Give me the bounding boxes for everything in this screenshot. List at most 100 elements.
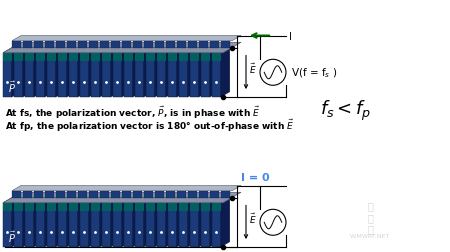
Bar bbox=[212, 203, 221, 211]
Bar bbox=[91, 203, 100, 247]
Bar bbox=[179, 54, 188, 98]
Text: At fs, the polarization vector, $\vec{P}$, is in phase with $\vec{E}$: At fs, the polarization vector, $\vec{P}… bbox=[5, 105, 260, 121]
Polygon shape bbox=[58, 198, 76, 203]
Bar bbox=[122, 191, 131, 198]
Bar bbox=[111, 42, 120, 48]
Polygon shape bbox=[168, 48, 186, 54]
Bar bbox=[69, 203, 78, 247]
Polygon shape bbox=[144, 198, 153, 247]
Polygon shape bbox=[3, 198, 21, 203]
Bar bbox=[14, 54, 23, 61]
Polygon shape bbox=[166, 48, 175, 98]
Bar bbox=[80, 54, 89, 61]
Bar bbox=[146, 203, 155, 211]
Text: 博
强
网: 博 强 网 bbox=[367, 201, 373, 234]
Polygon shape bbox=[210, 198, 219, 247]
Polygon shape bbox=[12, 198, 21, 247]
Text: $\vec{P}$: $\vec{P}$ bbox=[8, 79, 16, 94]
Polygon shape bbox=[3, 48, 21, 54]
Bar bbox=[179, 203, 188, 247]
Bar bbox=[102, 54, 111, 98]
Polygon shape bbox=[124, 48, 142, 54]
Text: At fp, the polarization vector is 180° out-of-phase with $\vec{E}$: At fp, the polarization vector is 180° o… bbox=[5, 117, 294, 134]
Bar bbox=[100, 191, 109, 198]
Polygon shape bbox=[135, 198, 153, 203]
Bar bbox=[45, 42, 54, 48]
Polygon shape bbox=[80, 48, 98, 54]
Polygon shape bbox=[212, 198, 230, 203]
Bar bbox=[14, 203, 23, 211]
Bar bbox=[201, 203, 210, 247]
Polygon shape bbox=[14, 48, 32, 54]
Polygon shape bbox=[36, 48, 54, 54]
Bar bbox=[144, 191, 153, 198]
Polygon shape bbox=[122, 198, 131, 247]
Bar bbox=[47, 54, 56, 61]
Bar bbox=[190, 203, 199, 211]
Text: $\vec{P}$: $\vec{P}$ bbox=[8, 228, 16, 244]
Polygon shape bbox=[199, 48, 208, 98]
Polygon shape bbox=[190, 48, 208, 54]
Bar bbox=[221, 191, 230, 198]
Bar bbox=[201, 54, 210, 61]
Bar bbox=[36, 203, 45, 247]
Bar bbox=[133, 42, 142, 48]
Polygon shape bbox=[111, 198, 120, 247]
Polygon shape bbox=[91, 198, 109, 203]
Bar bbox=[102, 203, 111, 247]
Bar bbox=[58, 54, 67, 61]
Bar bbox=[3, 203, 12, 211]
Polygon shape bbox=[69, 198, 87, 203]
Bar bbox=[100, 42, 109, 48]
Bar bbox=[177, 191, 186, 198]
Polygon shape bbox=[12, 193, 241, 198]
Bar bbox=[157, 54, 166, 61]
Bar bbox=[34, 42, 43, 48]
Bar bbox=[47, 54, 56, 98]
Polygon shape bbox=[179, 48, 197, 54]
Bar bbox=[199, 191, 208, 198]
Bar bbox=[135, 54, 144, 98]
Bar bbox=[47, 203, 56, 247]
Bar bbox=[47, 203, 56, 211]
Polygon shape bbox=[69, 48, 87, 54]
Bar bbox=[190, 203, 199, 247]
Polygon shape bbox=[124, 198, 142, 203]
Bar bbox=[67, 42, 76, 48]
Polygon shape bbox=[89, 198, 98, 247]
Polygon shape bbox=[89, 48, 98, 98]
Bar bbox=[78, 191, 87, 198]
Bar bbox=[89, 42, 98, 48]
Bar bbox=[58, 203, 67, 247]
Bar bbox=[113, 203, 122, 211]
Bar bbox=[113, 203, 122, 247]
Bar bbox=[168, 54, 177, 61]
Bar bbox=[199, 42, 208, 48]
Polygon shape bbox=[188, 198, 197, 247]
Polygon shape bbox=[111, 48, 120, 98]
Polygon shape bbox=[199, 198, 208, 247]
Polygon shape bbox=[3, 198, 232, 203]
Polygon shape bbox=[45, 48, 54, 98]
Bar bbox=[124, 203, 133, 211]
Bar bbox=[210, 191, 219, 198]
Polygon shape bbox=[78, 198, 87, 247]
Polygon shape bbox=[210, 48, 219, 98]
Bar bbox=[56, 42, 65, 48]
Polygon shape bbox=[91, 48, 109, 54]
Bar bbox=[91, 54, 100, 98]
Polygon shape bbox=[201, 198, 219, 203]
Polygon shape bbox=[23, 198, 32, 247]
Bar bbox=[58, 54, 67, 98]
Bar bbox=[36, 54, 45, 61]
Bar bbox=[188, 42, 197, 48]
Polygon shape bbox=[67, 198, 76, 247]
Polygon shape bbox=[166, 198, 175, 247]
Bar bbox=[36, 54, 45, 98]
Text: $\vec{E}$: $\vec{E}$ bbox=[249, 211, 256, 226]
Polygon shape bbox=[146, 48, 164, 54]
Bar bbox=[168, 203, 177, 211]
Polygon shape bbox=[122, 48, 131, 98]
Bar bbox=[135, 203, 144, 211]
Bar bbox=[69, 54, 78, 61]
